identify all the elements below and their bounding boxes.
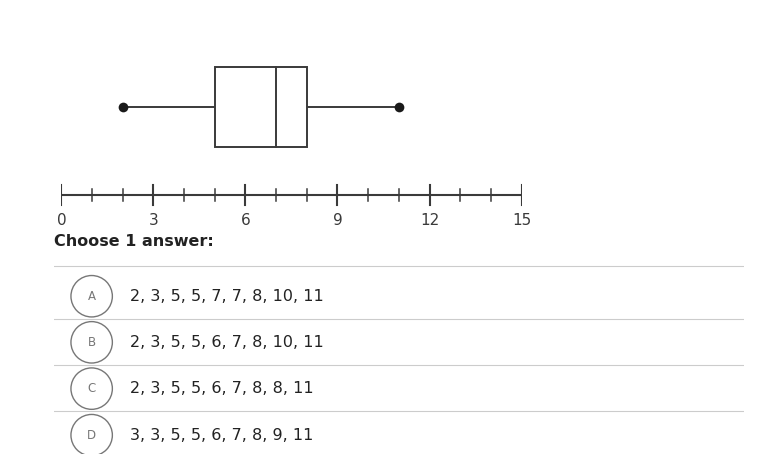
Text: C: C — [87, 382, 96, 395]
Bar — [215, 67, 307, 147]
Text: 12: 12 — [420, 212, 439, 228]
Text: Choose 1 answer:: Choose 1 answer: — [54, 234, 213, 249]
Text: 2, 3, 5, 5, 6, 7, 8, 10, 11: 2, 3, 5, 5, 6, 7, 8, 10, 11 — [130, 335, 324, 350]
Text: D: D — [87, 429, 96, 442]
Text: 3: 3 — [149, 212, 158, 228]
Text: 2, 3, 5, 5, 7, 7, 8, 10, 11: 2, 3, 5, 5, 7, 7, 8, 10, 11 — [130, 289, 324, 304]
Text: 0: 0 — [57, 212, 66, 228]
Text: B: B — [87, 336, 96, 349]
Text: A: A — [87, 290, 96, 303]
Text: 15: 15 — [512, 212, 532, 228]
Text: 6: 6 — [241, 212, 250, 228]
Text: 2, 3, 5, 5, 6, 7, 8, 8, 11: 2, 3, 5, 5, 6, 7, 8, 8, 11 — [130, 381, 313, 396]
Text: 3, 3, 5, 5, 6, 7, 8, 9, 11: 3, 3, 5, 5, 6, 7, 8, 9, 11 — [130, 428, 313, 443]
Text: 9: 9 — [333, 212, 342, 228]
